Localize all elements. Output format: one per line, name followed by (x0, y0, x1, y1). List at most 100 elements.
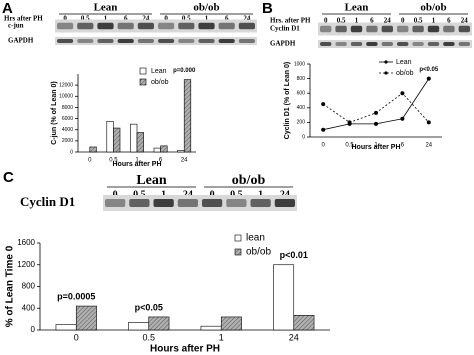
blot-row-label: GAPDH (270, 40, 296, 48)
annotation: p<0.05 (135, 302, 163, 312)
blot-band (77, 39, 94, 43)
blot-row-label: c-jun (8, 22, 24, 30)
blot-band (77, 22, 94, 30)
blot-time: 6 (124, 15, 128, 23)
blot-band (158, 39, 175, 43)
blot-band (397, 25, 409, 33)
y-tick-label: 200 (297, 120, 306, 126)
bar (136, 132, 144, 153)
blot-time: 0 (401, 17, 405, 25)
blot-time: 1 (355, 17, 359, 25)
point (426, 120, 431, 125)
legend-label: Lean (151, 68, 167, 75)
x-tick-label: 1 (374, 143, 378, 149)
legend-swatch (139, 78, 147, 86)
x-tick-label: 1 (135, 158, 139, 164)
blot-row-label: Cyclin D1 (20, 194, 75, 209)
bar (273, 264, 295, 331)
blot-band (153, 199, 174, 207)
bar (75, 305, 97, 331)
blot-band (105, 199, 126, 207)
blot-band (178, 22, 195, 30)
blot-band (427, 42, 440, 46)
blot-band (350, 25, 363, 33)
blot-time: 24 (243, 15, 251, 23)
y-axis-label: Cyclin D1 (% of Lean 0) (284, 62, 291, 139)
blot-strip (55, 37, 257, 45)
x-tick-label: 0 (322, 143, 326, 149)
blot-band (381, 25, 393, 33)
x-tick-label: 6 (159, 158, 163, 164)
legend-swatch (139, 67, 147, 75)
y-tick-label: 6000 (62, 116, 73, 122)
blot-time: 24 (384, 17, 392, 25)
x-tick-label: 24 (181, 158, 188, 164)
panel-letter: B (262, 0, 273, 17)
y-tick-label: 800 (297, 76, 306, 82)
blot-group-label: ob/ob (420, 2, 446, 14)
blot-band (137, 22, 154, 30)
y-tick-label: 0 (70, 149, 73, 155)
blot-time: 1 (432, 17, 436, 25)
blot-band (250, 199, 271, 207)
blot-time: 0.5 (337, 17, 346, 25)
blot-band (97, 39, 114, 43)
y-axis-label: C-jun (% of Lean 0) (51, 81, 58, 144)
blot-group-label: Lean (345, 2, 369, 14)
blot-band (117, 39, 134, 43)
blot-band (458, 25, 470, 33)
x-tick-label: 0 (88, 158, 92, 164)
blot-time: 6 (370, 17, 374, 25)
blot-band (366, 25, 378, 33)
blot-band (202, 199, 223, 207)
blot-band (198, 22, 215, 30)
legend-label: ob/ob (396, 70, 414, 77)
blot-band (57, 39, 74, 43)
blot-time: 0.5 (81, 15, 90, 23)
blot-band (158, 22, 175, 30)
blot-band (443, 25, 455, 33)
blot-group-label: ob/ob (232, 173, 266, 188)
blot-band (198, 39, 215, 43)
blot-band (366, 42, 378, 46)
blot-band (412, 25, 424, 33)
blot-time: 0.5 (414, 17, 423, 25)
legend-label: Lean (396, 59, 412, 66)
blot-band (97, 22, 114, 30)
blot-band (238, 22, 255, 30)
blot-band (218, 39, 235, 43)
blot-time-label: Hrs. after PH (270, 17, 311, 25)
blot-time: 24 (280, 189, 290, 200)
blot-time: 0 (324, 17, 328, 25)
blot-band (129, 199, 150, 207)
y-tick-label: 600 (297, 91, 306, 97)
blot-time-label: Hrs after PH (4, 15, 43, 23)
annotation: p<0.01 (280, 250, 308, 260)
blot-time: 6 (447, 17, 451, 25)
blot-time: 1 (258, 189, 263, 200)
blot-group-label: Lean (94, 2, 118, 14)
panel-letter: A (2, 0, 13, 17)
blot-time: 0 (113, 189, 118, 200)
y-tick-label: 4000 (62, 127, 73, 133)
bar (293, 315, 315, 331)
blot-group-label: Lean (136, 173, 167, 188)
blot-strip (103, 195, 297, 211)
y-tick-label: 1200 (17, 260, 35, 269)
x-tick-label: 0.5 (345, 143, 354, 149)
blot-band (137, 39, 154, 43)
y-tick-label: 12000 (59, 82, 73, 88)
blot-band (274, 199, 295, 207)
bar (177, 150, 185, 153)
y-tick-label: 0 (302, 134, 305, 140)
y-tick-label: 10000 (59, 94, 73, 100)
y-axis-label: % of Lean Time 0 (5, 245, 16, 327)
bar (128, 322, 150, 331)
blot-band (320, 25, 332, 33)
blot-time: 0 (210, 189, 215, 200)
point (321, 127, 326, 132)
x-tick-label: 24 (289, 332, 299, 342)
legend-marker (384, 60, 388, 64)
blot-row-label: GAPDH (8, 37, 34, 45)
